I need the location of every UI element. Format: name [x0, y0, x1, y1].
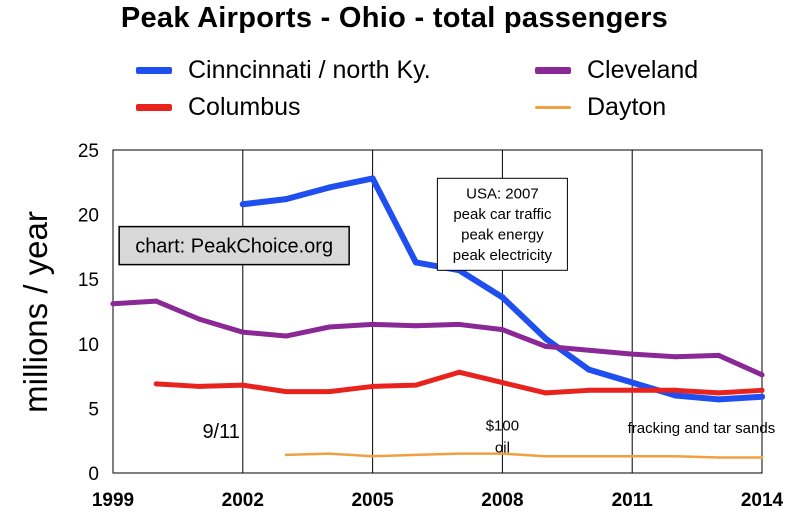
series-1-point-2011	[629, 351, 635, 357]
series-2-point-2011	[629, 387, 635, 393]
series-2-point-2014	[759, 387, 765, 393]
series-0-point-2011	[629, 379, 636, 386]
x-tick-label-1999: 1999	[92, 490, 134, 511]
series-3-point-2012	[674, 454, 677, 458]
series-1-point-2006	[413, 323, 419, 329]
annotation-oil-100-line-0: $100	[486, 417, 519, 434]
series-0-point-2012	[672, 392, 679, 399]
series-3-point-2006	[414, 453, 418, 457]
series-0-point-2006	[412, 259, 419, 266]
series-1-point-2008	[499, 327, 505, 333]
series-0-point-2003	[283, 196, 290, 203]
y-tick-label-25: 25	[78, 141, 99, 162]
series-0-point-2013	[715, 396, 722, 403]
legend-swatch-columbus	[136, 104, 172, 111]
series-2-point-2000	[153, 381, 159, 387]
legend-label-cleveland: Cleveland	[587, 56, 699, 84]
annotation-peakchoice-credit-line-0: chart: PeakChoice.org	[135, 236, 333, 258]
legend-label-cincinnati: Cinncinnati / north Ky.	[188, 56, 431, 84]
series-2-point-2013	[716, 390, 722, 396]
annotation-usa-2007-box-line-1: peak car traffic	[453, 206, 552, 223]
legend-label-columbus: Columbus	[188, 93, 301, 121]
series-3-point-2004	[328, 452, 331, 455]
legend-swatch-dayton	[535, 106, 571, 109]
series-1-point-2000	[153, 298, 159, 304]
y-tick-label-5: 5	[88, 399, 99, 420]
plot-frame	[112, 149, 763, 474]
annotation-usa-2007-box-line-0: USA: 2007	[466, 185, 539, 202]
series-1-point-2003	[283, 333, 289, 339]
annotation-usa-2007-box-line-3: peak electricity	[453, 247, 553, 264]
series-0-point-2002	[239, 201, 246, 208]
legend-label-dayton: Dayton	[587, 93, 667, 121]
series-3-point-2009	[544, 454, 547, 458]
series-0-point-2009	[542, 335, 549, 342]
series-2-point-2004	[326, 389, 332, 395]
annotation-nine-eleven-line-0: 9/11	[202, 421, 239, 443]
series-1-point-2004	[326, 324, 332, 330]
y-tick-label-10: 10	[78, 335, 99, 356]
series-1-point-2010	[586, 347, 592, 353]
annotation-box-peakchoice-credit	[118, 225, 350, 266]
series-2-point-2008	[499, 380, 505, 386]
legend-swatch-cleveland	[535, 67, 571, 74]
annotation-oil-100-line-1: oil	[495, 439, 510, 456]
series-line-1	[110, 298, 765, 378]
legend-swatch-cincinnati	[136, 67, 172, 74]
series-1-point-2007	[456, 321, 462, 327]
annotation-fracking-line-0: fracking and tar sands	[628, 420, 776, 437]
series-1-point-2014	[759, 372, 765, 378]
series-1-point-2013	[716, 352, 722, 358]
series-3-point-2010	[587, 454, 591, 458]
x-tick-label-2002: 2002	[222, 490, 264, 511]
chart-title: Peak Airports - Ohio - total passengers	[120, 2, 669, 34]
annotation-box-usa-2007-box	[436, 177, 568, 271]
y-tick-label-0: 0	[88, 464, 99, 485]
series-1-point-2001	[197, 316, 203, 322]
series-2-point-2009	[543, 390, 549, 396]
series-2-point-2001	[197, 383, 203, 389]
series-3-point-2013	[717, 456, 720, 459]
series-line-3	[284, 452, 764, 459]
series-2-point-2010	[586, 387, 592, 393]
annotation-usa-2007-box-line-2: peak energy	[461, 226, 544, 243]
series-line-2	[153, 369, 765, 396]
series-1-point-2009	[543, 343, 549, 349]
y-tick-label-15: 15	[78, 270, 99, 291]
series-0-point-2004	[326, 184, 333, 191]
x-tick-label-2008: 2008	[481, 490, 523, 511]
series-2-point-2003	[283, 389, 289, 395]
series-1-point-2012	[672, 354, 678, 360]
series-2-point-2005	[370, 383, 376, 389]
series-1-point-2005	[370, 321, 376, 327]
series-1-point-1999	[110, 301, 116, 307]
x-tick-label-2005: 2005	[351, 490, 394, 511]
series-3-point-2007	[457, 452, 461, 455]
series-0-point-2005	[369, 175, 376, 182]
series-0-point-2008	[499, 294, 506, 301]
series-3-point-2008	[501, 452, 504, 455]
y-tick-label-20: 20	[78, 206, 99, 227]
series-3-point-2003	[284, 453, 288, 457]
series-0-point-2014	[759, 393, 765, 400]
series-2-point-2007	[456, 369, 462, 375]
series-2-point-2012	[672, 387, 678, 393]
series-0-point-2010	[585, 366, 592, 373]
series-3-point-2011	[630, 454, 634, 458]
x-tick-label-2014: 2014	[741, 490, 784, 511]
series-3-point-2014	[760, 456, 764, 459]
series-1-point-2002	[240, 329, 246, 335]
x-tick-label-2011: 2011	[612, 490, 654, 511]
series-2-point-2006	[413, 382, 419, 388]
series-2-point-2002	[240, 382, 246, 388]
series-3-point-2005	[371, 454, 374, 458]
